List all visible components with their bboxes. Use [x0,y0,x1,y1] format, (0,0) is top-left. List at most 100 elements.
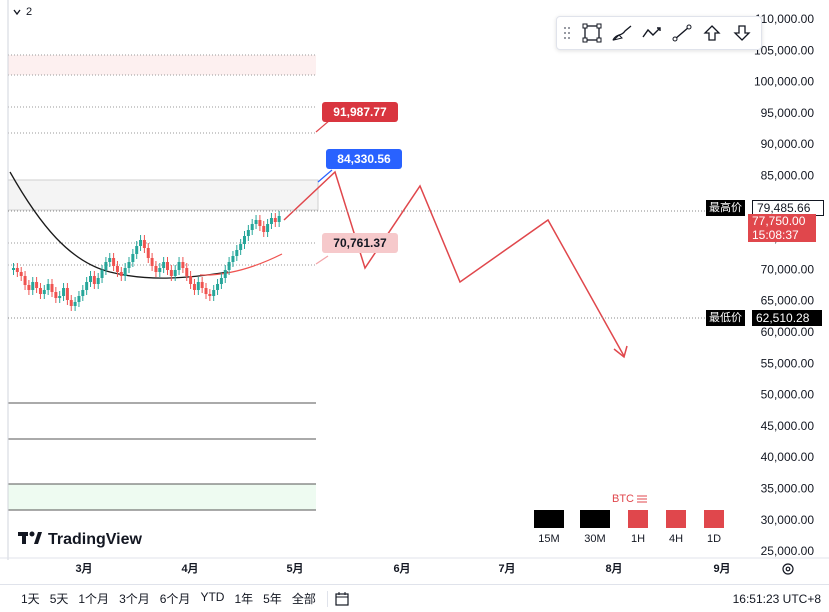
path-icon[interactable] [637,18,667,48]
time-tick-label: 6月 [393,562,410,575]
target-low-value: 70,761.37 [333,236,387,250]
timeframe-1h-swatch[interactable] [628,510,648,528]
candle-body [58,296,62,298]
candle-body [177,262,181,270]
candle-body [196,282,200,290]
time-tick-label: 8月 [605,562,622,575]
settings-gear-icon[interactable] [782,563,794,575]
arrow-up-icon[interactable] [697,18,727,48]
candle-body [108,258,112,262]
timeframe-1h-label: 1H [630,533,646,545]
candle-body [112,258,116,266]
rectangle-icon[interactable] [577,18,607,48]
range-1y[interactable]: 1年 [234,592,254,606]
candle-body [77,296,81,302]
candle-body [216,284,220,290]
candle-body [46,284,50,290]
candle-body [258,220,262,226]
candle-body [127,262,131,268]
price-tick-label: 90,000.00 [761,137,815,151]
supply-zone-top [8,55,316,75]
date-range-separator [326,590,328,607]
time-axis[interactable]: 3月 4月 5月 6月 7月 8月 9月 [75,562,730,575]
price-tick-label: 35,000.00 [761,482,815,496]
candle-body [12,268,15,270]
timeframe-30m-label: 30M [584,533,606,545]
chevron-down-icon[interactable] [12,7,22,17]
candle-body [192,284,196,290]
tradingview-logo [18,531,42,544]
range-ytd[interactable]: YTD [200,590,225,604]
range-3m[interactable]: 3个月 [119,592,150,606]
range-all[interactable]: 全部 [291,592,316,606]
timeframe-4h-swatch[interactable] [666,510,686,528]
horizontal-levels [8,54,316,511]
moving-average-short [199,253,283,276]
price-axis[interactable]: 110,000.00 105,000.00 100,000.00 95,000.00 9… [754,12,814,558]
candle-body [119,272,123,276]
target-badge-low[interactable]: 70,761.37 [322,233,398,253]
target-connector-high [315,119,331,133]
candle-body [31,282,35,290]
series-legend[interactable]: 2 [12,6,32,18]
list-icon [637,494,648,504]
target-badge-high[interactable]: 91,987.77 [322,102,398,122]
price-tick-label: 95,000.00 [761,106,815,120]
drag-handle-icon[interactable] [557,18,577,48]
target-badge-mid[interactable]: 84,330.56 [326,149,402,169]
timeframe-15m-swatch[interactable] [534,510,564,528]
timeframe-1d-label: 1D [706,533,722,545]
price-tick-label: 100,000.00 [754,75,814,89]
candle-body [73,302,77,306]
candle-body [173,270,177,276]
candle-body [139,240,143,246]
projected-path[interactable] [283,170,625,357]
candle-body [85,282,89,290]
range-5y[interactable]: 5年 [263,592,282,606]
price-tick-label: 65,000.00 [761,294,815,308]
projected-path-arrowhead [613,345,628,359]
clock-display[interactable]: 16:51:23 UTC+8 [732,591,821,606]
timeframe-1d-swatch[interactable] [704,510,724,528]
range-5d[interactable]: 5天 [49,592,69,606]
candle-body [19,272,23,276]
candle-body [254,220,258,224]
timeframe-header: BTC [612,493,648,505]
candle-body [262,226,266,232]
high-price-label: 最高价 [706,200,745,216]
time-tick-label: 5月 [286,562,303,575]
candle-body [115,266,119,272]
timeframe-4h-label: 4H [668,533,684,545]
range-6m[interactable]: 6个月 [159,592,191,606]
time-tick-label: 9月 [713,562,730,575]
candle-body [200,282,204,288]
timeframe-30m-swatch[interactable] [580,510,610,528]
trend-line-icon[interactable] [667,18,697,48]
drawing-toolbar [556,16,762,50]
calendar-goto-icon[interactable] [334,591,350,607]
candle-body [15,268,19,272]
candle-body [185,268,189,276]
range-1m[interactable]: 1个月 [78,592,110,606]
bottom-toolbar: 1天 5天 1个月 3个月 6个月 YTD 1年 5年 全部 16:51:23 … [0,584,829,612]
target-mid-value: 84,330.56 [337,152,391,166]
price-tick-label: 25,000.00 [761,544,815,558]
time-tick-label: 3月 [75,562,92,575]
arrow-down-icon[interactable] [727,18,757,48]
candle-body [204,288,208,294]
candle-body [100,270,104,278]
bar-countdown: 15:08:37 [752,228,799,242]
candle-body [23,276,27,285]
price-tick-label: 85,000.00 [761,169,815,183]
candle-body [162,262,166,268]
candle-body [158,268,162,272]
brush-icon[interactable] [607,18,637,48]
price-tick-label: 70,000.00 [761,262,815,276]
candle-body [27,285,31,290]
candle-body [69,300,73,306]
candle-body [235,250,239,256]
range-1d[interactable]: 1天 [21,592,40,606]
candle-body [150,258,154,266]
current-price-value: 77,750.00 [752,214,806,228]
